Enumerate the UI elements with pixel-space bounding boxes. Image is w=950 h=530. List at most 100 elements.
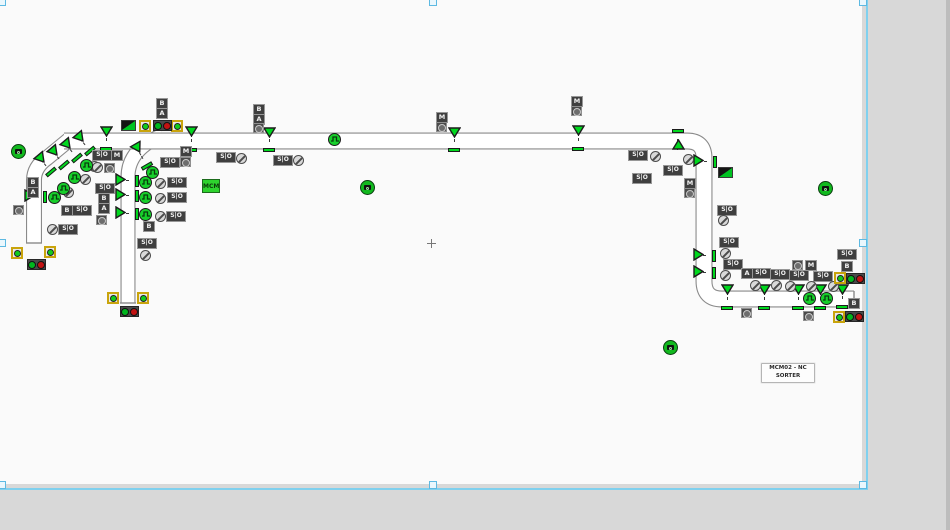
photo-eye-sensor-icon[interactable] (68, 126, 85, 143)
motor-running-icon[interactable] (80, 159, 93, 172)
photo-eye-sensor-icon[interactable] (671, 138, 685, 154)
photo-eye-sensor-icon[interactable] (447, 123, 461, 139)
mode-box-a[interactable]: A (741, 268, 753, 279)
photo-eye-sensor-icon[interactable] (720, 280, 734, 296)
photo-eye-sensor-icon[interactable] (99, 122, 113, 138)
photo-eye-sensor-icon[interactable] (184, 122, 198, 138)
motor-running-icon[interactable] (139, 208, 152, 221)
status-box[interactable]: S|O (160, 157, 180, 168)
mode-box-m[interactable]: M (180, 146, 192, 157)
status-box[interactable]: S|O (789, 270, 809, 281)
status-box[interactable]: S|O (72, 205, 92, 216)
photo-eye-sensor-icon[interactable] (29, 147, 46, 164)
motor-running-icon[interactable] (139, 191, 152, 204)
photo-eye-sensor-icon[interactable] (111, 205, 126, 220)
disabled-icon (771, 280, 782, 291)
beacon-light[interactable] (44, 246, 56, 258)
status-box[interactable]: S|O (58, 224, 78, 235)
camera-icon[interactable] (663, 340, 678, 355)
mode-box-a[interactable]: A (156, 108, 168, 119)
selection-handle[interactable] (859, 239, 867, 247)
status-box[interactable]: S|O (92, 150, 112, 161)
traffic-light[interactable] (120, 306, 139, 317)
motor-running-icon[interactable] (820, 292, 833, 305)
status-box[interactable]: S|O (632, 173, 652, 184)
selection-handle[interactable] (429, 481, 437, 489)
photo-eye-sensor-icon[interactable] (757, 280, 771, 296)
selection-handle[interactable] (0, 0, 6, 6)
traffic-light[interactable] (846, 273, 865, 284)
mode-box-m[interactable]: M (805, 260, 817, 271)
traffic-light[interactable] (845, 311, 864, 322)
hmi-canvas[interactable]: S|O S|O S|O S|O S|O S|O S|O S|O S|O S|O S|O S|O S|O S… (0, 0, 865, 484)
status-box[interactable]: S|O (751, 268, 771, 279)
beacon-light[interactable] (171, 120, 183, 132)
photo-eye-sensor-icon[interactable] (689, 264, 704, 279)
photo-eye-sensor-icon[interactable] (262, 123, 276, 139)
motor-running-icon[interactable] (68, 171, 81, 184)
status-box[interactable]: S|O (837, 249, 857, 260)
status-box[interactable]: S|O (723, 259, 743, 270)
photo-eye-sensor-icon[interactable] (111, 187, 126, 202)
motor-running-icon[interactable] (48, 191, 61, 204)
status-box[interactable]: S|O (813, 271, 833, 282)
motor-state-box (792, 260, 803, 270)
traffic-light[interactable] (27, 259, 46, 270)
motor-state-box (180, 157, 191, 167)
beacon-light[interactable] (11, 247, 23, 259)
mode-box-b[interactable]: B (61, 205, 73, 216)
status-box[interactable]: S|O (167, 192, 187, 203)
status-box[interactable]: S|O (719, 237, 739, 248)
selection-handle[interactable] (859, 481, 867, 489)
camera-icon[interactable] (360, 180, 375, 195)
photo-eye-sensor-icon[interactable] (55, 133, 72, 150)
status-box[interactable]: S|O (770, 269, 790, 280)
red-light-icon (129, 307, 138, 316)
status-box[interactable]: S|O (663, 165, 683, 176)
status-box[interactable]: S|O (273, 155, 293, 166)
reflector-bar (448, 148, 460, 152)
selection-handle[interactable] (0, 481, 6, 489)
photo-eye-sensor-icon[interactable] (689, 247, 704, 262)
photo-eye-sensor-icon[interactable] (42, 140, 59, 157)
motor-running-icon[interactable] (803, 292, 816, 305)
selection-handle[interactable] (429, 0, 437, 6)
mode-box-b[interactable]: B (143, 221, 155, 232)
photo-eye-sensor-icon[interactable] (571, 121, 585, 137)
disabled-icon (718, 215, 729, 226)
mode-box-b[interactable]: B (841, 261, 853, 272)
status-box[interactable]: S|O (167, 177, 187, 188)
photo-eye-sensor-icon[interactable] (111, 172, 126, 187)
mode-box-a[interactable]: A (27, 187, 39, 198)
green-light-icon (28, 260, 37, 269)
mode-box-a[interactable]: A (98, 203, 110, 214)
photo-eye-sensor-icon[interactable] (835, 280, 849, 296)
motor-running-icon[interactable] (57, 182, 70, 195)
camera-icon[interactable] (818, 181, 833, 196)
beacon-light[interactable] (137, 292, 149, 304)
motor-running-icon[interactable] (328, 133, 341, 146)
camera-icon[interactable] (11, 144, 26, 159)
mode-box-m[interactable]: M (111, 150, 123, 161)
status-box[interactable]: S|O (628, 150, 648, 161)
disabled-icon (650, 151, 661, 162)
beacon-light[interactable] (834, 272, 846, 284)
status-box[interactable]: S|O (216, 152, 236, 163)
status-box[interactable]: S|O (166, 211, 186, 222)
status-box[interactable]: S|O (717, 205, 737, 216)
photo-eye-sensor-icon[interactable] (813, 280, 827, 296)
motor-running-icon[interactable] (146, 166, 159, 179)
traffic-light[interactable] (153, 120, 172, 131)
mode-box-b[interactable]: B (848, 298, 860, 309)
beacon-light[interactable] (139, 120, 151, 132)
green-light-icon (154, 121, 163, 130)
selection-handle[interactable] (0, 239, 6, 247)
photo-eye-sensor-icon[interactable] (127, 136, 144, 154)
conveyor-paths (26, 128, 855, 308)
selection-handle[interactable] (859, 0, 867, 6)
status-box[interactable]: S|O (137, 238, 157, 249)
beacon-light[interactable] (833, 311, 845, 323)
beacon-light[interactable] (107, 292, 119, 304)
mcm-box[interactable]: MCM (202, 179, 220, 193)
motor-running-icon[interactable] (139, 176, 152, 189)
